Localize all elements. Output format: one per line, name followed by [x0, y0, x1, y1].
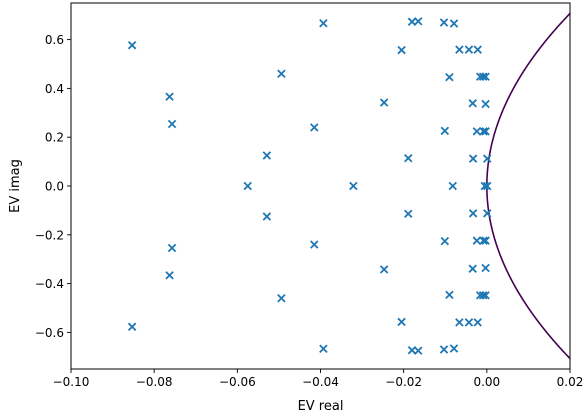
- y-tick-label: 0.6: [45, 33, 64, 47]
- data-point-marker: [481, 291, 490, 300]
- data-point-marker: [310, 240, 319, 249]
- data-point-marker: [165, 92, 174, 101]
- data-point-marker: [468, 99, 477, 108]
- y-axis-ticks: −0.6 −0.4 −0.2 0.0 0.2 0.4 0.6: [35, 33, 71, 340]
- data-point-marker: [439, 345, 449, 354]
- plot-marks: [127, 12, 570, 360]
- x-tick-label: 0.02: [557, 375, 584, 389]
- y-tick-label: −0.4: [35, 277, 64, 291]
- data-point-marker: [448, 181, 457, 191]
- x-axis-ticks: −0.10 −0.08 −0.06 −0.04 −0.02 0.00 0.02: [53, 369, 584, 389]
- data-point-marker: [310, 123, 319, 132]
- data-point-marker: [449, 19, 459, 28]
- data-point-marker: [379, 98, 389, 107]
- data-point-marker: [445, 290, 454, 300]
- data-point-marker: [413, 17, 423, 26]
- data-point-marker: [483, 181, 492, 191]
- data-point-marker: [473, 318, 482, 327]
- data-point-marker: [481, 263, 490, 273]
- data-point-marker: [277, 69, 286, 78]
- data-point-marker: [483, 209, 492, 218]
- data-point-marker: [472, 236, 482, 245]
- data-point-marker: [262, 212, 272, 221]
- data-point-marker: [440, 236, 450, 246]
- boundary-curve: [486, 12, 570, 360]
- x-tick-label: −0.10: [53, 375, 90, 389]
- data-point-marker: [480, 181, 489, 191]
- data-point-marker: [445, 72, 454, 82]
- data-point-marker: [349, 181, 358, 191]
- data-point-marker: [440, 126, 450, 136]
- data-point-marker: [127, 40, 137, 50]
- y-tick-label: −0.6: [35, 326, 64, 340]
- data-point-marker: [481, 99, 490, 109]
- data-point-marker: [439, 18, 449, 27]
- x-tick-label: −0.02: [385, 375, 422, 389]
- data-point-marker: [481, 72, 490, 81]
- data-point-marker: [413, 346, 423, 355]
- data-point-marker: [167, 243, 177, 253]
- data-point-marker: [262, 151, 272, 160]
- data-point-marker: [481, 236, 490, 245]
- x-tick-label: −0.06: [219, 375, 256, 389]
- x-tick-label: −0.08: [136, 375, 173, 389]
- data-point-marker: [479, 236, 488, 245]
- x-tick-label: 0.00: [473, 375, 500, 389]
- data-point-marker: [464, 318, 474, 327]
- y-axis-label: EV imag: [8, 159, 23, 213]
- y-tick-label: 0.0: [45, 180, 64, 194]
- data-point-marker: [468, 209, 478, 218]
- y-tick-label: 0.2: [45, 131, 64, 145]
- data-point-marker: [404, 153, 413, 163]
- y-tick-label: 0.4: [45, 82, 64, 96]
- data-point-marker: [473, 45, 482, 54]
- data-point-marker: [472, 127, 482, 136]
- data-point-marker: [397, 45, 406, 55]
- data-point-marker: [479, 127, 488, 136]
- data-point-marker: [319, 344, 328, 353]
- data-point-marker: [404, 209, 413, 219]
- data-point-marker: [455, 318, 464, 327]
- data-point-marker: [397, 317, 406, 327]
- data-point-marker: [277, 294, 286, 303]
- data-point-marker: [379, 265, 389, 274]
- data-point-marker: [481, 127, 490, 136]
- data-point-marker: [243, 181, 252, 191]
- data-point-marker: [165, 271, 174, 280]
- data-point-marker: [468, 154, 478, 163]
- y-tick-label: −0.2: [35, 228, 64, 242]
- x-tick-label: −0.04: [302, 375, 339, 389]
- data-point-marker: [483, 154, 492, 163]
- x-axis-label: EV real: [298, 399, 344, 414]
- data-point-marker: [449, 344, 459, 353]
- data-point-marker: [464, 45, 474, 54]
- plot-frame: [70, 2, 571, 370]
- data-point-marker: [468, 264, 477, 273]
- data-point-marker: [478, 291, 488, 300]
- data-point-marker: [319, 19, 328, 28]
- data-point-marker: [478, 72, 488, 81]
- data-point-marker: [127, 322, 137, 332]
- data-point-marker: [455, 45, 464, 54]
- data-point-marker: [167, 119, 177, 129]
